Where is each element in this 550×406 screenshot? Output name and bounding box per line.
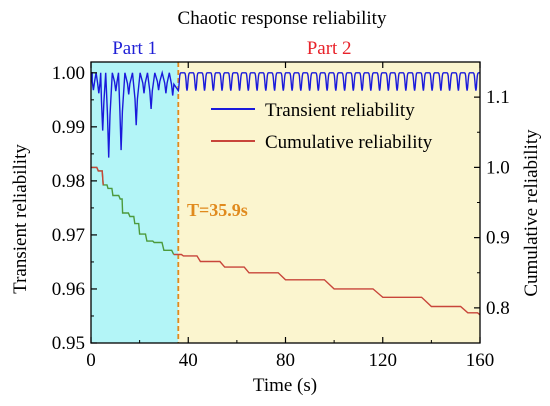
y-right-tick-label: 1.1 [486,87,510,108]
region-1 [91,62,179,343]
y-right-tick-label: 1.0 [486,157,510,178]
y-left-tick-label: 0.95 [52,333,85,354]
legend-label-cumulative: Cumulative reliability [265,132,433,153]
chart-title: Chaotic response reliability [178,8,387,29]
series-transient-reliability [91,70,480,158]
x-tick-label: 40 [179,350,198,371]
x-tick-label: 0 [86,350,96,371]
region-label-2: Part 2 [307,38,352,59]
x-axis-label: Time (s) [253,375,317,396]
x-tick-label: 80 [276,350,295,371]
y-right-tick-label: 0.8 [486,298,510,319]
y-left-tick-label: 0.99 [52,117,85,138]
y-left-tick-label: 0.96 [52,279,85,300]
series-cumulative-part2 [173,253,481,316]
y-right-tick-label: 0.9 [486,228,510,249]
legend: Transient reliability Cumulative reliabi… [211,100,433,153]
y-left-tick-label: 0.97 [52,225,85,246]
x-tick-label: 120 [369,350,398,371]
threshold-label: T=35.9s [187,200,248,220]
region-label-1: Part 1 [112,38,157,59]
y-left-tick-label: 0.98 [52,171,85,192]
series-cumulative-part1 [91,166,175,255]
x-tick-label: 160 [466,350,495,371]
y-axis-label-left: Transient reliability [10,144,31,294]
y-axis-label-right: Cumulative reliability [521,129,542,297]
legend-label-transient: Transient reliability [265,100,415,121]
y-left-tick-label: 1.00 [52,63,85,84]
series-cumulative-start [91,166,104,185]
